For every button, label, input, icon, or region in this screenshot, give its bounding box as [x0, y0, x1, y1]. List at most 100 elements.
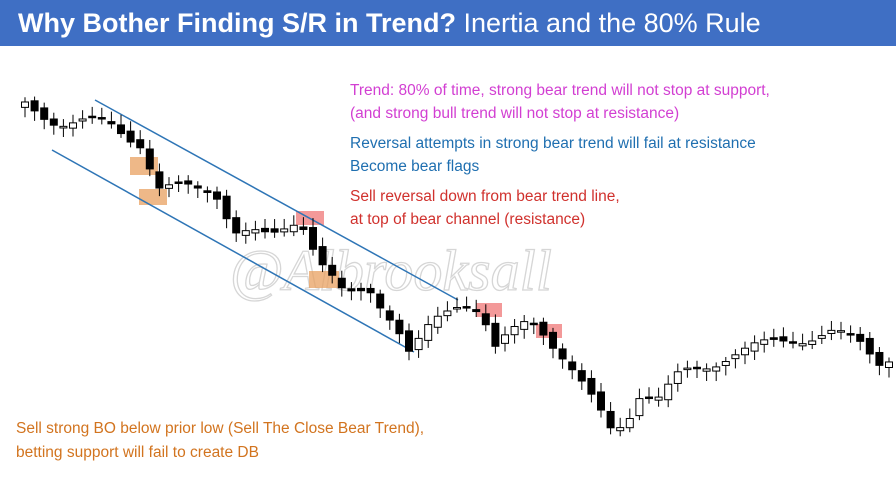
candle-body [462, 306, 471, 309]
candle-body [299, 226, 308, 230]
candle-body [875, 351, 884, 366]
candle-body [318, 246, 327, 266]
candle-body [664, 383, 673, 401]
candle-body [779, 336, 788, 342]
candle-body [395, 319, 404, 335]
candle-body [625, 417, 634, 429]
candle-body [587, 377, 596, 395]
candles [21, 96, 893, 437]
candle-body [645, 396, 653, 400]
candle-body [491, 322, 500, 347]
candle-body [817, 335, 826, 339]
candle-body [40, 107, 49, 120]
candle-body [654, 396, 663, 401]
annotation: (and strong bull trend will not stop at … [350, 105, 679, 122]
candle-body [337, 277, 346, 289]
watermark: @Albrooksall [230, 238, 552, 303]
candle-body [21, 101, 29, 108]
highlights [130, 157, 562, 338]
candle-body [673, 371, 682, 384]
candle-body [846, 333, 855, 336]
candle-body [270, 228, 279, 233]
candle-body [616, 427, 625, 432]
candle-body [837, 330, 845, 333]
candle-body [184, 180, 193, 185]
annotations: Trend: 80% of time, strong bear trend wi… [16, 82, 770, 461]
candle-body [261, 227, 269, 233]
candle-body [174, 181, 183, 184]
candle-body [107, 121, 116, 125]
candle-body [376, 293, 385, 309]
candle-body [549, 331, 557, 349]
candle-body [789, 341, 797, 344]
annotation: Trend: 80% of time, strong bear trend wi… [350, 82, 770, 99]
candle-body [721, 361, 730, 366]
candle-body [750, 342, 759, 352]
candle-body [69, 122, 77, 129]
channel-line [51, 149, 415, 353]
candle-body [577, 370, 586, 382]
candle-body [510, 326, 519, 336]
candle-body [539, 321, 548, 336]
candle-body [78, 118, 87, 122]
candle-body [414, 337, 423, 351]
candle-body [760, 339, 769, 345]
candle-body [856, 333, 865, 342]
candle-body [145, 148, 154, 170]
candle-body [424, 324, 433, 341]
title-bar: Why Bother Finding S/R in Trend? Inertia… [0, 0, 896, 46]
title-rest: Inertia and the 80% Rule [463, 8, 761, 38]
candle-body [472, 309, 481, 313]
candle-body [741, 347, 749, 356]
candle-body [30, 100, 39, 112]
candle-body [808, 340, 817, 345]
candle-body [693, 366, 701, 370]
candle-body [136, 139, 145, 149]
candle-body [568, 361, 577, 371]
candle-body [520, 321, 529, 330]
candle-body [165, 184, 173, 189]
candle-body [59, 125, 68, 129]
annotation: Sell reversal down from bear trend line, [350, 188, 620, 205]
candle-body [385, 310, 394, 321]
candle-body [597, 391, 605, 411]
candle-body [222, 195, 231, 220]
candle-body [241, 230, 250, 236]
candle-body [529, 322, 538, 326]
candle-body [203, 190, 212, 193]
candle-body [769, 337, 778, 340]
annotation: betting support will fail to create DB [16, 444, 259, 461]
candle-body [357, 287, 365, 292]
candle-body [712, 366, 721, 372]
candle-body [97, 117, 106, 120]
candle-body [635, 398, 644, 417]
candle-body [865, 337, 874, 355]
annotation: Sell strong BO below prior low (Sell The… [16, 420, 424, 437]
candle-body [366, 287, 375, 294]
candle-body [481, 313, 490, 326]
candle-body [798, 343, 807, 347]
candle-body [213, 191, 221, 200]
candle-body [827, 329, 836, 334]
candle-body [405, 330, 413, 352]
candle-body [731, 354, 740, 360]
candle-body [885, 361, 893, 368]
candle-body [702, 368, 711, 372]
candle-body [49, 118, 58, 126]
candle-body [347, 288, 356, 292]
candle-body [289, 224, 298, 233]
annotation: Become bear flags [350, 158, 479, 175]
candle-body [606, 410, 615, 429]
candle-body [501, 334, 509, 344]
candle-body [433, 315, 442, 328]
candle-body [126, 130, 135, 143]
candle-body [193, 185, 202, 189]
candle-body [328, 264, 337, 276]
candle-body [88, 115, 97, 119]
title-bold: Why Bother Finding S/R in Trend? [18, 8, 456, 38]
annotation: at top of bear channel (resistance) [350, 211, 585, 228]
candle-body [683, 367, 692, 371]
candle-body [117, 124, 125, 135]
